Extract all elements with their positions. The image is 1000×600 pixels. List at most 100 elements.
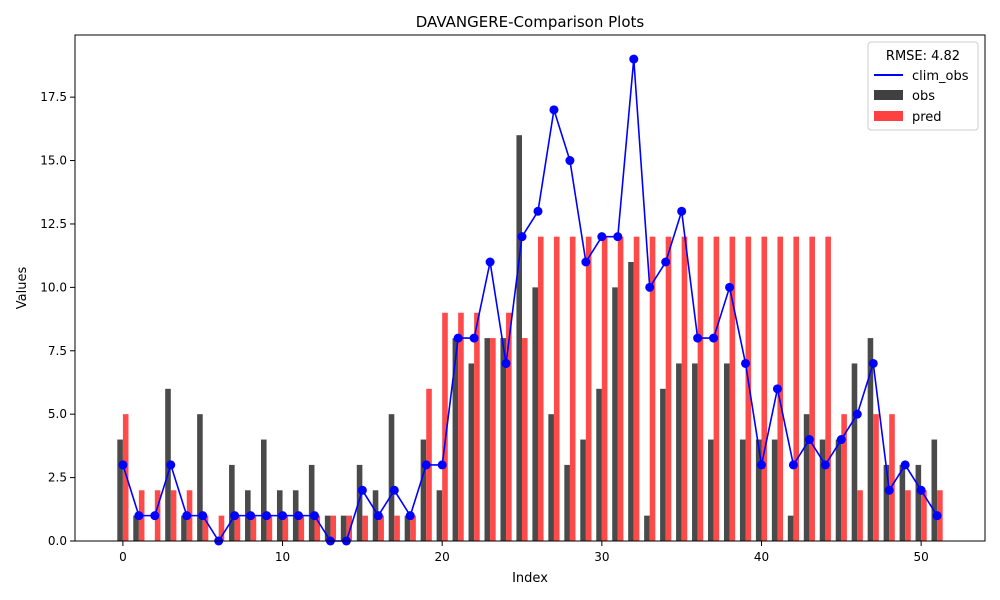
obs-bar xyxy=(819,439,826,541)
obs-bar xyxy=(723,363,730,541)
x-tick-label: 0 xyxy=(119,550,127,564)
clim-obs-marker xyxy=(804,435,814,445)
pred-bar xyxy=(553,236,560,541)
pred-bar xyxy=(729,236,736,541)
x-axis-label: Index xyxy=(512,571,548,586)
clim-obs-marker xyxy=(741,358,751,368)
y-tick-label: 15.0 xyxy=(40,154,67,168)
obs-bar xyxy=(915,464,922,541)
clim-obs-marker xyxy=(294,511,304,521)
obs-bar xyxy=(676,363,682,541)
x-axis: 0 10 20 30 40 50 xyxy=(119,541,929,564)
y-axis-label: Values xyxy=(15,267,30,310)
pred-bar xyxy=(889,414,895,541)
clim-obs-marker xyxy=(725,282,735,292)
y-tick-label: 10.0 xyxy=(40,280,67,294)
obs-bar xyxy=(181,515,187,541)
pred-bar xyxy=(202,515,209,541)
clim-obs-marker xyxy=(405,511,415,521)
x-tick-label: 30 xyxy=(594,550,609,564)
y-tick-label: 2.5 xyxy=(48,471,67,485)
clim-obs-marker xyxy=(246,511,256,521)
obs-bar xyxy=(308,464,315,541)
clim-obs-marker xyxy=(501,358,511,368)
obs-bar xyxy=(229,464,235,541)
clim-obs-marker xyxy=(389,485,399,495)
pred-bar xyxy=(873,414,879,541)
clim-obs-marker xyxy=(134,511,144,521)
x-tick-label: 50 xyxy=(913,550,928,564)
obs-bar xyxy=(500,338,507,541)
y-axis: 0.0 2.5 5.0 7.5 10.0 12.5 15.0 17.5 xyxy=(40,90,75,548)
obs-bar xyxy=(548,414,554,541)
obs-bar xyxy=(739,439,746,541)
pred-bar xyxy=(809,236,815,541)
pred-bar xyxy=(665,236,672,541)
x-tick-label: 40 xyxy=(754,550,769,564)
pred-bar xyxy=(537,236,544,541)
clim-obs-marker xyxy=(836,435,846,445)
obs-bar xyxy=(835,439,842,541)
clim-obs-marker xyxy=(693,333,703,343)
pred-bar xyxy=(362,515,368,541)
clim-obs-marker xyxy=(485,257,495,267)
clim-obs-marker xyxy=(677,206,687,216)
obs-bar xyxy=(197,414,203,541)
obs-bar xyxy=(436,490,443,541)
pred-bar xyxy=(569,236,576,541)
pred-bar xyxy=(218,515,225,541)
obs-bar xyxy=(644,515,650,541)
obs-bar xyxy=(771,439,778,541)
pred-bar xyxy=(474,312,480,541)
pred-bar xyxy=(506,312,512,541)
clim-obs-marker xyxy=(182,511,192,521)
clim-obs-marker xyxy=(517,232,527,242)
clim-obs-marker xyxy=(916,485,926,495)
clim-obs-marker xyxy=(309,511,319,521)
legend-swatch-pred xyxy=(874,111,903,121)
pred-bar xyxy=(825,236,831,541)
clim-obs-marker xyxy=(166,460,176,470)
obs-bar xyxy=(931,439,938,541)
legend-box xyxy=(867,41,979,131)
obs-bar xyxy=(356,464,363,541)
pred-bar xyxy=(378,515,384,541)
pred-bar xyxy=(905,490,911,541)
pred-bar xyxy=(458,312,464,541)
clim-obs-line xyxy=(122,59,938,543)
pred-bar xyxy=(761,236,768,541)
pred-bar xyxy=(250,515,257,541)
pred-bar xyxy=(410,515,416,541)
pred-bar xyxy=(697,236,704,541)
pred-bar xyxy=(522,338,528,541)
chart-title: DAVANGERE-Comparison Plots xyxy=(416,13,645,31)
obs-bar xyxy=(708,439,714,541)
clim-obs-marker xyxy=(900,460,910,470)
obs-bar xyxy=(787,515,794,541)
obs-bar xyxy=(452,338,459,541)
clim-obs-marker xyxy=(150,511,160,521)
clim-obs-marker xyxy=(756,460,766,470)
obs-bar xyxy=(532,287,538,541)
clim-obs-marker xyxy=(533,206,543,216)
clim-obs-marker xyxy=(852,409,862,419)
obs-bar xyxy=(883,464,890,541)
clim-obs-marker xyxy=(629,54,639,64)
obs-bar xyxy=(899,464,906,541)
obs-bar xyxy=(484,338,491,541)
pred-bar xyxy=(298,515,305,541)
clim-obs-marker xyxy=(453,333,463,343)
pred-bar xyxy=(346,515,352,541)
clim-obs-marker xyxy=(932,511,942,521)
obs-bar xyxy=(117,439,123,541)
clim-obs-marker xyxy=(772,384,782,394)
clim-obs-marker xyxy=(469,333,479,343)
legend-title: RMSE: 4.82 xyxy=(886,49,960,64)
obs-bar xyxy=(388,414,395,541)
obs-bar xyxy=(516,135,523,541)
y-tick-label: 12.5 xyxy=(40,217,67,231)
legend-label-pred: pred xyxy=(912,110,942,125)
pred-bar xyxy=(314,515,321,541)
pred-bar xyxy=(234,515,241,541)
